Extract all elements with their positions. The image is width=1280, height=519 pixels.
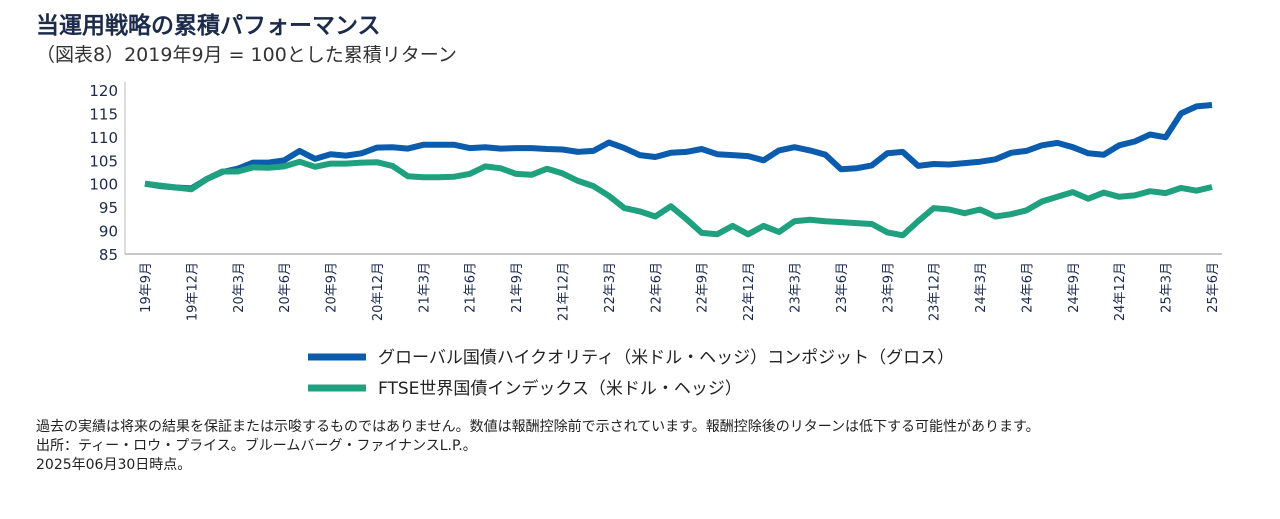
line-chart: 85 90 95 100 105 110 115 120 19年9月 19年12月 20年3月 20年… — [89, 82, 1222, 399]
y-tick-label: 115 — [89, 105, 118, 123]
x-tick-label: 22年9月 — [696, 262, 711, 313]
x-tick-label: 21年12月 — [557, 262, 572, 321]
x-tick-label: 22年3月 — [603, 262, 618, 313]
x-tick-label: 19年12月 — [185, 262, 200, 321]
x-tick-label: 20年9月 — [325, 262, 340, 313]
footnotes: 過去の実績は将来の結果を保証または示唆するものではありません。数値は報酬控除前で… — [36, 418, 1266, 475]
x-tick-label: 25年3月 — [1160, 262, 1175, 313]
x-tick-label: 21年6月 — [464, 262, 479, 313]
x-tick-label: 23年6月 — [835, 262, 850, 313]
y-tick-label: 85 — [99, 246, 118, 264]
x-tick-label: 23年3月 — [788, 262, 803, 313]
x-tick-label: 22年6月 — [649, 262, 664, 313]
x-tick-label: 24年6月 — [1020, 262, 1035, 313]
x-tick-label: 25年6月 — [1206, 262, 1221, 313]
chart-subtitle: （図表8）2019年9月 = 100とした累積リターン — [36, 44, 457, 66]
x-tick-label: 20年6月 — [278, 262, 293, 313]
x-tick-label: 21年3月 — [417, 262, 432, 313]
y-tick-label: 120 — [89, 82, 118, 100]
x-tick-label: 22年12月 — [742, 262, 757, 321]
series-line-1 — [144, 102, 1213, 192]
x-tick-label: 23年12月 — [928, 262, 943, 321]
legend-label-1: グローバル国債ハイクオリティ（米ドル・ヘッジ）コンポジット（グロス） — [378, 348, 954, 368]
y-tick-label: 105 — [89, 152, 118, 170]
x-tick-label: 23年9月 — [881, 262, 896, 313]
x-tick-label: 24年3月 — [974, 262, 989, 313]
legend-label-2: FTSE世界国債インデックス（米ドル・ヘッジ） — [378, 378, 742, 399]
source-text: 出所：ティー・ロウ・プライス。ブルームバーグ・ファイナンスL.P.。 — [36, 438, 477, 454]
series-line-2 — [144, 158, 1213, 239]
y-tick-label: 100 — [89, 176, 118, 194]
x-tick-label: 24年9月 — [1067, 262, 1082, 313]
x-tick-label: 21年9月 — [510, 262, 525, 313]
y-tick-label: 110 — [89, 129, 118, 147]
y-tick-label: 95 — [99, 199, 118, 217]
as-of-text: 2025年06月30日時点。 — [36, 457, 192, 473]
x-tick-label: 24年12月 — [1113, 262, 1128, 321]
y-tick-label: 90 — [99, 223, 118, 241]
chart-title: 当運用戦略の累積パフォーマンス — [36, 13, 381, 39]
x-tick-label: 20年12月 — [371, 262, 386, 321]
disclaimer-text: 過去の実績は将来の結果を保証または示唆するものではありません。数値は報酬控除前で… — [36, 419, 1040, 435]
x-tick-label: 19年9月 — [139, 262, 154, 313]
x-tick-label: 20年3月 — [232, 262, 247, 313]
